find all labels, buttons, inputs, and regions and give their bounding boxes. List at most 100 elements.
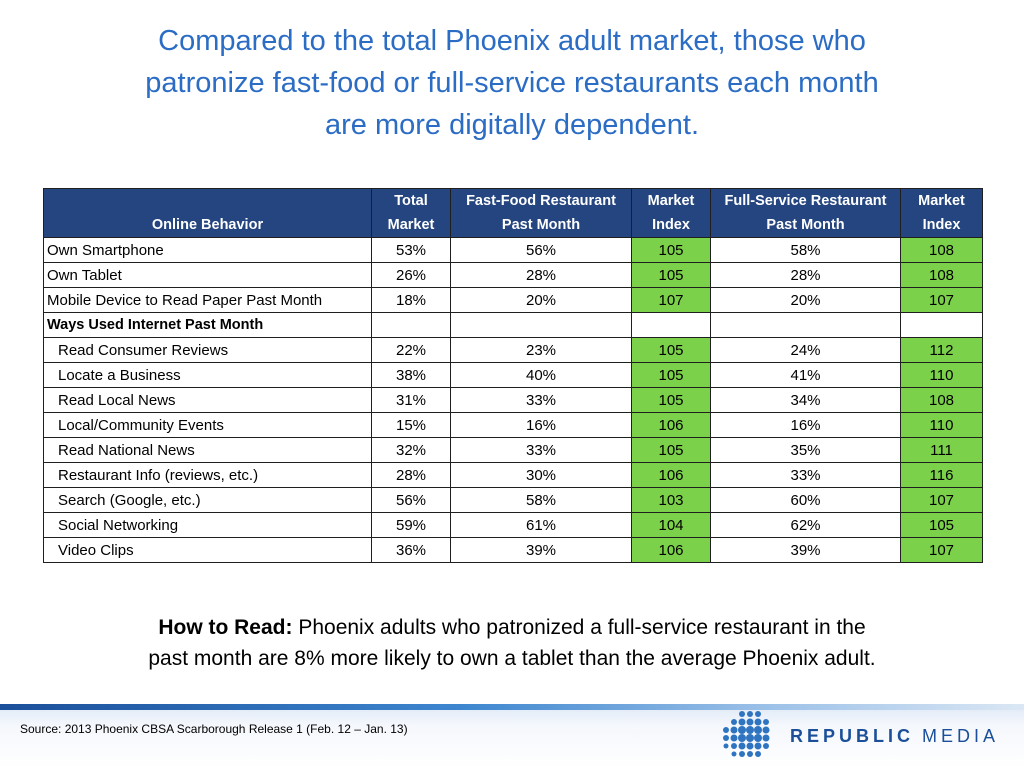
cell-full-service: 34% bbox=[710, 387, 901, 413]
cell-full-service-index: 110 bbox=[900, 412, 983, 438]
how-to-read-text-1: Phoenix adults who patronized a full-ser… bbox=[292, 616, 866, 639]
cell-total: 22% bbox=[371, 337, 451, 363]
how-to-read-label: How to Read: bbox=[158, 616, 293, 639]
table-row: Read Consumer Reviews 22% 23% 105 24% 11… bbox=[43, 337, 983, 363]
cell-fast-food: 56% bbox=[450, 237, 632, 263]
cell-full-service-index: 107 bbox=[900, 487, 983, 513]
cell-fast-food-index: 105 bbox=[631, 237, 711, 263]
cell-full-service: 35% bbox=[710, 437, 901, 463]
brand-media: MEDIA bbox=[922, 726, 1000, 746]
cell-fast-food-index: 106 bbox=[631, 412, 711, 438]
slide-title: Compared to the total Phoenix adult mark… bbox=[60, 20, 964, 146]
title-line-1: Compared to the total Phoenix adult mark… bbox=[158, 25, 866, 57]
how-to-read-note: How to Read: Phoenix adults who patroniz… bbox=[70, 612, 954, 674]
row-label: Locate a Business bbox=[43, 362, 372, 388]
cell-full-service: 60% bbox=[710, 487, 901, 513]
header-total-market: Total Market bbox=[371, 188, 451, 238]
row-label: Social Networking bbox=[43, 512, 372, 538]
cell-total: 59% bbox=[371, 512, 451, 538]
cell-fast-food-index: 106 bbox=[631, 537, 711, 563]
row-label: Local/Community Events bbox=[43, 412, 372, 438]
cell-fast-food-index: 105 bbox=[631, 362, 711, 388]
table-header-row: Online Behavior Total Market Fast-Food Re… bbox=[43, 188, 983, 238]
cell-total: 38% bbox=[371, 362, 451, 388]
cell-fast-food: 23% bbox=[450, 337, 632, 363]
cell-full-service-index: 111 bbox=[900, 437, 983, 463]
cell-fast-food-index: 106 bbox=[631, 462, 711, 488]
cell-total: 26% bbox=[371, 262, 451, 288]
table-row: Restaurant Info (reviews, etc.) 28% 30% … bbox=[43, 462, 983, 488]
row-label: Video Clips bbox=[43, 537, 372, 563]
cell-full-service: 62% bbox=[710, 512, 901, 538]
cell-full-service bbox=[710, 312, 901, 338]
table-row: Video Clips 36% 39% 106 39% 107 bbox=[43, 537, 983, 563]
cell-fast-food: 33% bbox=[450, 387, 632, 413]
cell-fast-food-index: 105 bbox=[631, 437, 711, 463]
how-to-read-line-1: How to Read: Phoenix adults who patroniz… bbox=[70, 612, 954, 643]
row-label: Own Tablet bbox=[43, 262, 372, 288]
cell-fast-food-index bbox=[631, 312, 711, 338]
header-online-behavior: Online Behavior bbox=[43, 188, 372, 238]
table-row: Search (Google, etc.) 56% 58% 103 60% 10… bbox=[43, 487, 983, 513]
source-note: Source: 2013 Phoenix CBSA Scarborough Re… bbox=[20, 722, 408, 736]
cell-total bbox=[371, 312, 451, 338]
row-label: Own Smartphone bbox=[43, 237, 372, 263]
cell-fast-food: 16% bbox=[450, 412, 632, 438]
cell-full-service-index: 116 bbox=[900, 462, 983, 488]
row-label: Search (Google, etc.) bbox=[43, 487, 372, 513]
cell-fast-food-index: 103 bbox=[631, 487, 711, 513]
cell-full-service: 28% bbox=[710, 262, 901, 288]
table-row: Local/Community Events 15% 16% 106 16% 1… bbox=[43, 412, 983, 438]
cell-fast-food: 58% bbox=[450, 487, 632, 513]
cell-total: 15% bbox=[371, 412, 451, 438]
section-label: Ways Used Internet Past Month bbox=[43, 312, 372, 338]
cell-total: 28% bbox=[371, 462, 451, 488]
cell-full-service-index bbox=[900, 312, 983, 338]
how-to-read-text-2: past month are 8% more likely to own a t… bbox=[148, 647, 876, 670]
cell-full-service-index: 108 bbox=[900, 387, 983, 413]
cell-fast-food-index: 105 bbox=[631, 262, 711, 288]
cell-full-service: 24% bbox=[710, 337, 901, 363]
cell-total: 56% bbox=[371, 487, 451, 513]
table-section-row: Ways Used Internet Past Month bbox=[43, 312, 983, 338]
footer-bar bbox=[0, 706, 1024, 768]
cell-full-service-index: 108 bbox=[900, 262, 983, 288]
table-row: Locate a Business 38% 40% 105 41% 110 bbox=[43, 362, 983, 388]
row-label: Read Local News bbox=[43, 387, 372, 413]
cell-full-service: 16% bbox=[710, 412, 901, 438]
cell-total: 32% bbox=[371, 437, 451, 463]
cell-full-service: 39% bbox=[710, 537, 901, 563]
cell-full-service: 33% bbox=[710, 462, 901, 488]
row-label: Mobile Device to Read Paper Past Month bbox=[43, 287, 372, 313]
cell-fast-food-index: 105 bbox=[631, 387, 711, 413]
cell-full-service-index: 110 bbox=[900, 362, 983, 388]
row-label: Restaurant Info (reviews, etc.) bbox=[43, 462, 372, 488]
cell-fast-food: 33% bbox=[450, 437, 632, 463]
online-behavior-table: Online Behavior Total Market Fast-Food Re… bbox=[43, 188, 983, 563]
table-row: Own Smartphone 53% 56% 105 58% 108 bbox=[43, 237, 983, 263]
cell-total: 31% bbox=[371, 387, 451, 413]
cell-full-service: 41% bbox=[710, 362, 901, 388]
cell-total: 36% bbox=[371, 537, 451, 563]
cell-fast-food: 30% bbox=[450, 462, 632, 488]
cell-full-service-index: 107 bbox=[900, 537, 983, 563]
cell-full-service-index: 112 bbox=[900, 337, 983, 363]
cell-fast-food-index: 107 bbox=[631, 287, 711, 313]
title-line-3: are more digitally dependent. bbox=[324, 109, 699, 141]
title-line-2: patronize fast-food or full-service rest… bbox=[145, 67, 879, 99]
table-row: Read National News 32% 33% 105 35% 111 bbox=[43, 437, 983, 463]
row-label: Read Consumer Reviews bbox=[43, 337, 372, 363]
cell-fast-food: 40% bbox=[450, 362, 632, 388]
cell-full-service-index: 107 bbox=[900, 287, 983, 313]
footer-divider bbox=[0, 704, 1024, 710]
header-fast-food: Fast-Food Restaurant Past Month bbox=[450, 188, 632, 238]
cell-total: 53% bbox=[371, 237, 451, 263]
brand-republic: REPUBLIC bbox=[790, 726, 915, 746]
cell-fast-food: 39% bbox=[450, 537, 632, 563]
header-fast-food-index: Market Index bbox=[631, 188, 711, 238]
cell-full-service: 58% bbox=[710, 237, 901, 263]
republic-media-logo-icon bbox=[723, 711, 770, 757]
table-row: Social Networking 59% 61% 104 62% 105 bbox=[43, 512, 983, 538]
header-full-service: Full-Service Restaurant Past Month bbox=[710, 188, 901, 238]
cell-full-service-index: 108 bbox=[900, 237, 983, 263]
